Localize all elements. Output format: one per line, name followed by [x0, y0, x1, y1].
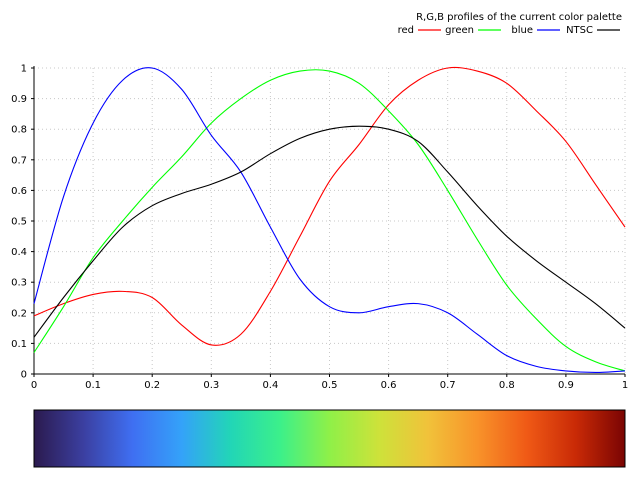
- series-line-red: [33, 66, 626, 346]
- series-lines: [33, 66, 626, 374]
- series-line-green: [33, 69, 626, 372]
- y-tick-label: 1: [21, 64, 27, 75]
- x-tick-label: 0.4: [262, 380, 278, 391]
- x-tick-label: 0.9: [558, 380, 574, 391]
- y-tick-label: 0.2: [11, 308, 27, 319]
- x-tick-label: 0.3: [203, 380, 219, 391]
- legend: red green blue NTSC: [398, 25, 620, 36]
- y-tick-label: 0.1: [11, 339, 27, 350]
- y-tick-label: 0.5: [11, 217, 27, 228]
- x-tick-label: 0: [31, 380, 37, 391]
- x-tick-label: 0.1: [85, 380, 101, 391]
- y-tick-label: 0.7: [11, 155, 27, 166]
- y-tick-labels: 0 0.1 0.2 0.3 0.4 0.5 0.6 0.7 0.8 0.9 1: [11, 64, 27, 381]
- colorbar: [33, 409, 626, 468]
- legend-label-ntsc: NTSC: [566, 25, 593, 36]
- y-tick-label: 0: [21, 370, 27, 381]
- chart-title: R,G,B profiles of the current color pale…: [416, 12, 622, 23]
- y-tick-label: 0.8: [11, 125, 27, 136]
- x-tick-label: 0.7: [440, 380, 456, 391]
- x-tick-label: 0.5: [322, 380, 338, 391]
- y-tick-label: 0.6: [11, 186, 27, 197]
- y-tick-label: 0.9: [11, 94, 27, 105]
- x-tick-label: 1: [622, 380, 628, 391]
- y-tick-label: 0.3: [11, 278, 27, 289]
- x-tick-label: 0.2: [144, 380, 160, 391]
- legend-label-red: red: [398, 25, 414, 36]
- x-tick-label: 0.8: [499, 380, 515, 391]
- series-line-blue: [33, 67, 626, 374]
- legend-label-green: green: [445, 25, 474, 36]
- x-tick-labels: 0 0.1 0.2 0.3 0.4 0.5 0.6 0.7 0.8 0.9 1: [31, 380, 628, 391]
- x-tick-label: 0.6: [381, 380, 397, 391]
- axes: [31, 66, 626, 377]
- legend-label-blue: blue: [511, 25, 533, 36]
- series-line-ntsc: [33, 125, 626, 338]
- y-tick-label: 0.4: [11, 247, 27, 258]
